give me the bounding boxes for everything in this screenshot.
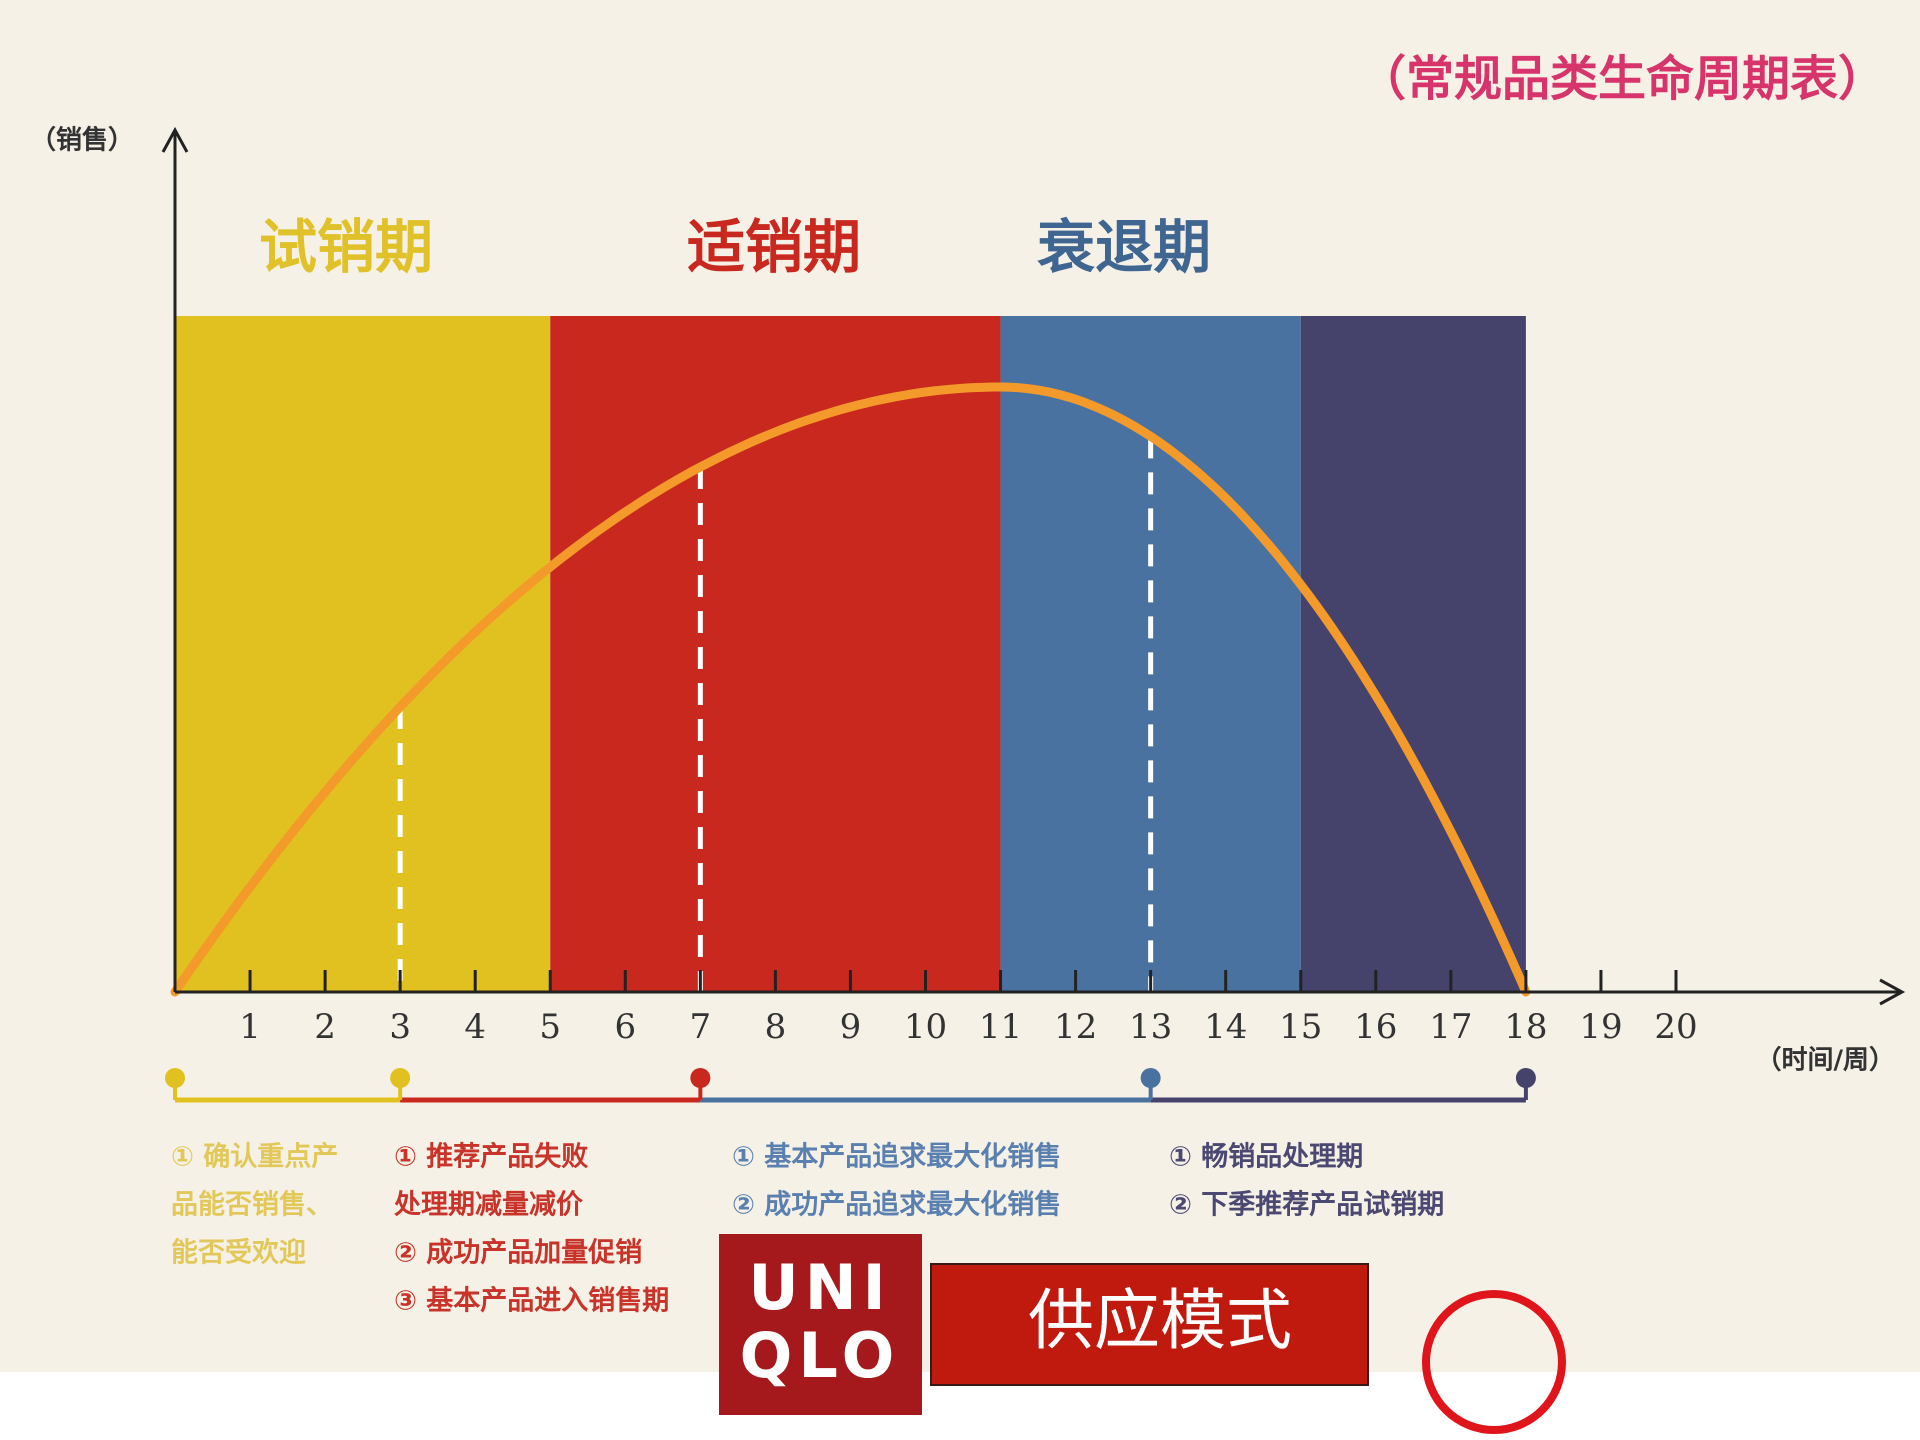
timeline-dot [1140,1068,1161,1088]
logo-text: QLO [740,1319,901,1392]
chart-title: （常规品类生命周期表） [1358,51,1886,107]
phase-bands [175,316,1526,992]
x-tick-label: 2 [314,1007,336,1047]
y-axis-label: （销售） [30,125,134,156]
x-axis-arrow [1879,978,1906,1006]
x-axis-label: （时间/周） [1756,1046,1896,1076]
x-tick-label: 4 [464,1007,486,1047]
note-line: ① 基本产品追求最大化销售 [732,1141,1061,1173]
phase-band [550,316,1001,992]
mode-button-label[interactable]: 供应模式 [1028,1282,1292,1359]
x-tick-label: 17 [1429,1007,1472,1047]
note-line: ③ 基本产品进入销售期 [394,1285,669,1317]
x-tick-label: 8 [765,1007,787,1047]
x-tick-label: 3 [389,1007,411,1047]
x-tick-label: 12 [1054,1007,1097,1047]
x-tick-label: 6 [614,1007,636,1047]
highlight-circle [1422,1290,1566,1434]
x-tick-label: 7 [690,1007,712,1047]
note-line: 能否受欢迎 [171,1237,306,1269]
logo-box [719,1234,922,1415]
note-line: ② 成功产品追求最大化销售 [732,1189,1061,1221]
note-line: ② 下季推荐产品试销期 [1169,1190,1444,1221]
timeline-dot [390,1068,411,1088]
logo-text: UNI [748,1251,891,1324]
x-tick-label: 18 [1504,1007,1547,1047]
y-axis-arrow [161,126,189,153]
x-tick-label: 10 [904,1007,947,1047]
x-tick-label: 5 [539,1007,561,1047]
x-tick-label: 9 [840,1007,862,1047]
phase-label: 衰退期 [1037,213,1211,281]
phase-label: 适销期 [687,213,861,281]
x-tick-label: 11 [979,1007,1022,1047]
timeline-dot [1515,1068,1536,1088]
note-line: 处理期减量减价 [393,1190,584,1221]
timeline-dot [690,1068,711,1088]
phase-band [175,316,551,992]
sales-curve [170,382,1531,997]
x-tick-label: 19 [1579,1007,1622,1047]
x-tick-label: 14 [1204,1007,1247,1047]
x-tick-label: 15 [1279,1007,1322,1047]
note-line: ① 确认重点产 [171,1141,338,1173]
x-tick-label: 13 [1129,1007,1172,1047]
x-tick-label: 1 [239,1007,261,1047]
phase-label: 试销期 [259,213,433,281]
note-line: 品能否销售、 [171,1189,333,1221]
plot: 1 2 3 4 5 6 7 8 9 10 11 12 13 14 15 16 17 18 19 20 [161,126,1906,1103]
note-line: ② 成功产品加量促销 [394,1238,642,1269]
mode-button[interactable] [930,1263,1369,1386]
note-line: ① 推荐产品失败 [394,1142,588,1173]
timeline-dot [165,1068,185,1088]
note-line: ① 畅销品处理期 [1169,1142,1363,1173]
phase-band [1300,316,1526,992]
x-tick-label: 20 [1654,1007,1697,1047]
x-tick-label: 16 [1354,1007,1397,1047]
